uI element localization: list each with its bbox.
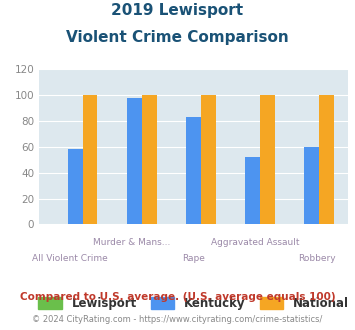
Text: All Violent Crime: All Violent Crime: [32, 254, 108, 263]
Text: Compared to U.S. average. (U.S. average equals 100): Compared to U.S. average. (U.S. average …: [20, 292, 335, 302]
Bar: [186, 117, 201, 224]
Bar: [201, 95, 215, 224]
Bar: [245, 157, 260, 224]
Bar: [68, 149, 83, 224]
Bar: [142, 95, 157, 224]
Text: Robbery: Robbery: [298, 254, 336, 263]
Bar: [304, 147, 319, 224]
Text: Rape: Rape: [182, 254, 205, 263]
Text: Aggravated Assault: Aggravated Assault: [211, 238, 300, 247]
Legend: Lewisport, Kentucky, National: Lewisport, Kentucky, National: [34, 292, 353, 315]
Text: Murder & Mans...: Murder & Mans...: [93, 238, 170, 247]
Bar: [83, 95, 97, 224]
Bar: [260, 95, 275, 224]
Text: © 2024 CityRating.com - https://www.cityrating.com/crime-statistics/: © 2024 CityRating.com - https://www.city…: [32, 315, 323, 324]
Bar: [319, 95, 334, 224]
Text: 2019 Lewisport: 2019 Lewisport: [111, 3, 244, 18]
Text: Violent Crime Comparison: Violent Crime Comparison: [66, 30, 289, 45]
Bar: [127, 98, 142, 224]
